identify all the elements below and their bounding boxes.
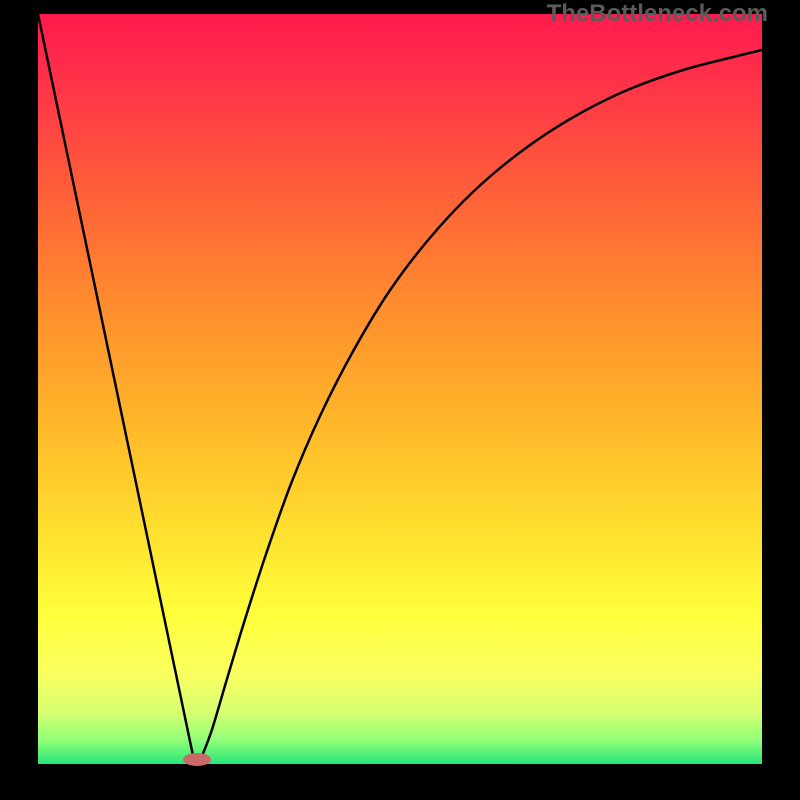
chart-container: TheBottleneck.com [0, 0, 800, 800]
curve-path [38, 14, 762, 759]
watermark-text: TheBottleneck.com [547, 0, 768, 28]
plot-area [38, 14, 762, 764]
min-marker [183, 753, 211, 766]
curve-svg [38, 14, 762, 764]
